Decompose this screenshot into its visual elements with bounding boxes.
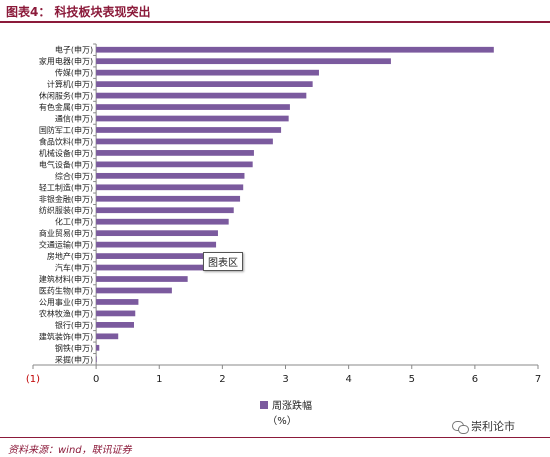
category-label: 通信(申万)	[55, 114, 93, 124]
bar	[96, 344, 100, 351]
bar	[96, 161, 253, 168]
category-label: 电子(申万)	[55, 45, 93, 55]
legend-swatch	[260, 401, 268, 409]
bar	[96, 287, 172, 294]
bar	[96, 310, 136, 317]
category-label: 公用事业(申万)	[39, 297, 93, 307]
bar	[96, 150, 254, 156]
category-label: 休闲服务(申万)	[39, 91, 93, 101]
watermark-text: 崇利论市	[471, 420, 515, 433]
category-label: 银行(申万)	[55, 320, 93, 330]
bar	[96, 184, 244, 191]
category-label: 农林牧渔(申万)	[39, 308, 93, 318]
bar	[96, 195, 241, 202]
category-label: 计算机(申万)	[47, 79, 93, 89]
watermark: 崇利论市	[452, 418, 515, 434]
category-label: 家用电器(申万)	[39, 56, 93, 66]
category-label: 交通运输(申万)	[39, 240, 93, 250]
category-label: 医药生物(申万)	[39, 285, 93, 295]
x-tick-label: 1	[156, 374, 162, 385]
chart-area-tooltip: 图表区	[203, 252, 243, 271]
category-label: 建筑材料(申万)	[39, 274, 93, 284]
category-label: 非银金融(申万)	[39, 194, 93, 204]
bar	[96, 241, 217, 248]
bar	[96, 172, 245, 179]
bar	[96, 207, 234, 214]
category-label: 有色金属(申万)	[39, 102, 93, 112]
category-label: 综合(申万)	[55, 171, 93, 181]
x-tick-label: 2	[219, 374, 225, 385]
x-tick-label: 7	[535, 374, 541, 385]
title-rule	[0, 21, 550, 23]
bar	[96, 58, 391, 65]
bar	[96, 299, 139, 305]
bar-chart[interactable]: 电子(申万)家用电器(申万) 传媒(申万)计算机(申万) 休闲服务(申万)有色金属(…	[0, 0, 550, 437]
bar	[96, 92, 307, 99]
category-label: 房地产(申万)	[47, 251, 93, 261]
bar	[96, 333, 119, 340]
bar	[96, 276, 188, 282]
bar	[96, 69, 319, 76]
category-label: 国防军工(申万)	[39, 125, 93, 135]
category-label: 食品饮料(申万)	[39, 136, 93, 146]
category-label: 电气设备(申万)	[39, 159, 93, 169]
bar	[96, 253, 207, 259]
category-label: 纺织服装(申万)	[39, 205, 93, 215]
category-label: 轻工制造(申万)	[39, 182, 93, 192]
source-note: 资料来源：wind，联讯证券	[8, 445, 132, 456]
source-rule	[0, 437, 550, 438]
x-tick-label: 6	[472, 374, 478, 385]
bar	[96, 264, 204, 271]
figure-title: 图表4： 科技板块表现突出	[6, 5, 151, 19]
x-tick-label: 5	[409, 374, 415, 385]
bar	[96, 322, 134, 328]
category-label: 采掘(申万)	[55, 354, 93, 364]
category-label: 商业贸易(申万)	[39, 228, 93, 238]
bar	[96, 218, 229, 225]
wechat-icon	[452, 420, 469, 434]
bar	[96, 115, 289, 122]
category-label: 机械设备(申万)	[39, 148, 93, 158]
title-bar: 图表4： 科技板块表现突出	[0, 0, 550, 23]
bar	[96, 46, 494, 53]
bar	[96, 230, 218, 237]
category-label: 汽车(申万)	[55, 263, 93, 273]
x-tick-label: (1)	[26, 374, 40, 385]
bar	[96, 127, 282, 133]
category-label: 化工(申万)	[55, 217, 93, 227]
category-label: 钢铁(申万)	[55, 343, 93, 353]
x-tick-label: 0	[93, 374, 99, 385]
bar	[96, 138, 273, 145]
legend-unit: （%）	[267, 415, 297, 427]
bar	[96, 356, 97, 363]
bar	[96, 81, 313, 87]
legend-label: 周涨跌幅	[272, 399, 312, 412]
x-tick-label: 3	[282, 374, 288, 385]
x-tick-label: 4	[345, 374, 351, 385]
category-label: 传媒(申万)	[55, 68, 93, 78]
bar	[96, 104, 290, 110]
category-label: 建筑装饰(申万)	[39, 331, 93, 341]
